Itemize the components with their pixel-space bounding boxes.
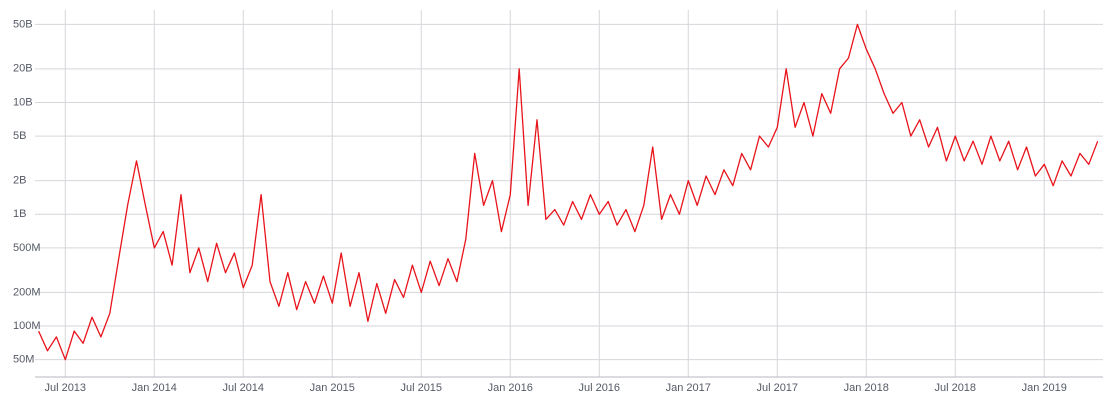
y-tick-label: 2B [13, 175, 26, 187]
x-tick-label: Jan 2019 [1022, 382, 1067, 394]
y-tick-label: 100M [13, 320, 41, 332]
x-tick-label: Jan 2017 [666, 382, 711, 394]
x-tick-label: Jul 2016 [578, 382, 620, 394]
data-line [38, 23, 1099, 361]
y-tick-label: 200M [13, 286, 41, 298]
x-tick-label: Jul 2013 [44, 382, 86, 394]
y-tick-label: 1B [13, 208, 26, 220]
x-tick-label: Jul 2015 [400, 382, 442, 394]
y-tick-label: 500M [13, 242, 41, 254]
y-tick-label: 50M [13, 354, 34, 366]
y-tick-label: 5B [13, 130, 26, 142]
x-tick-label: Jul 2014 [222, 382, 264, 394]
x-tick-label: Jan 2015 [310, 382, 355, 394]
x-tick-label: Jan 2018 [844, 382, 889, 394]
x-tick-label: Jul 2018 [934, 382, 976, 394]
x-tick-label: Jul 2017 [756, 382, 798, 394]
x-tick-label: Jan 2016 [488, 382, 533, 394]
y-tick-label: 10B [13, 96, 33, 108]
y-tick-label: 20B [13, 63, 33, 75]
x-tick-label: Jan 2014 [132, 382, 177, 394]
y-tick-label: 50B [13, 18, 33, 30]
